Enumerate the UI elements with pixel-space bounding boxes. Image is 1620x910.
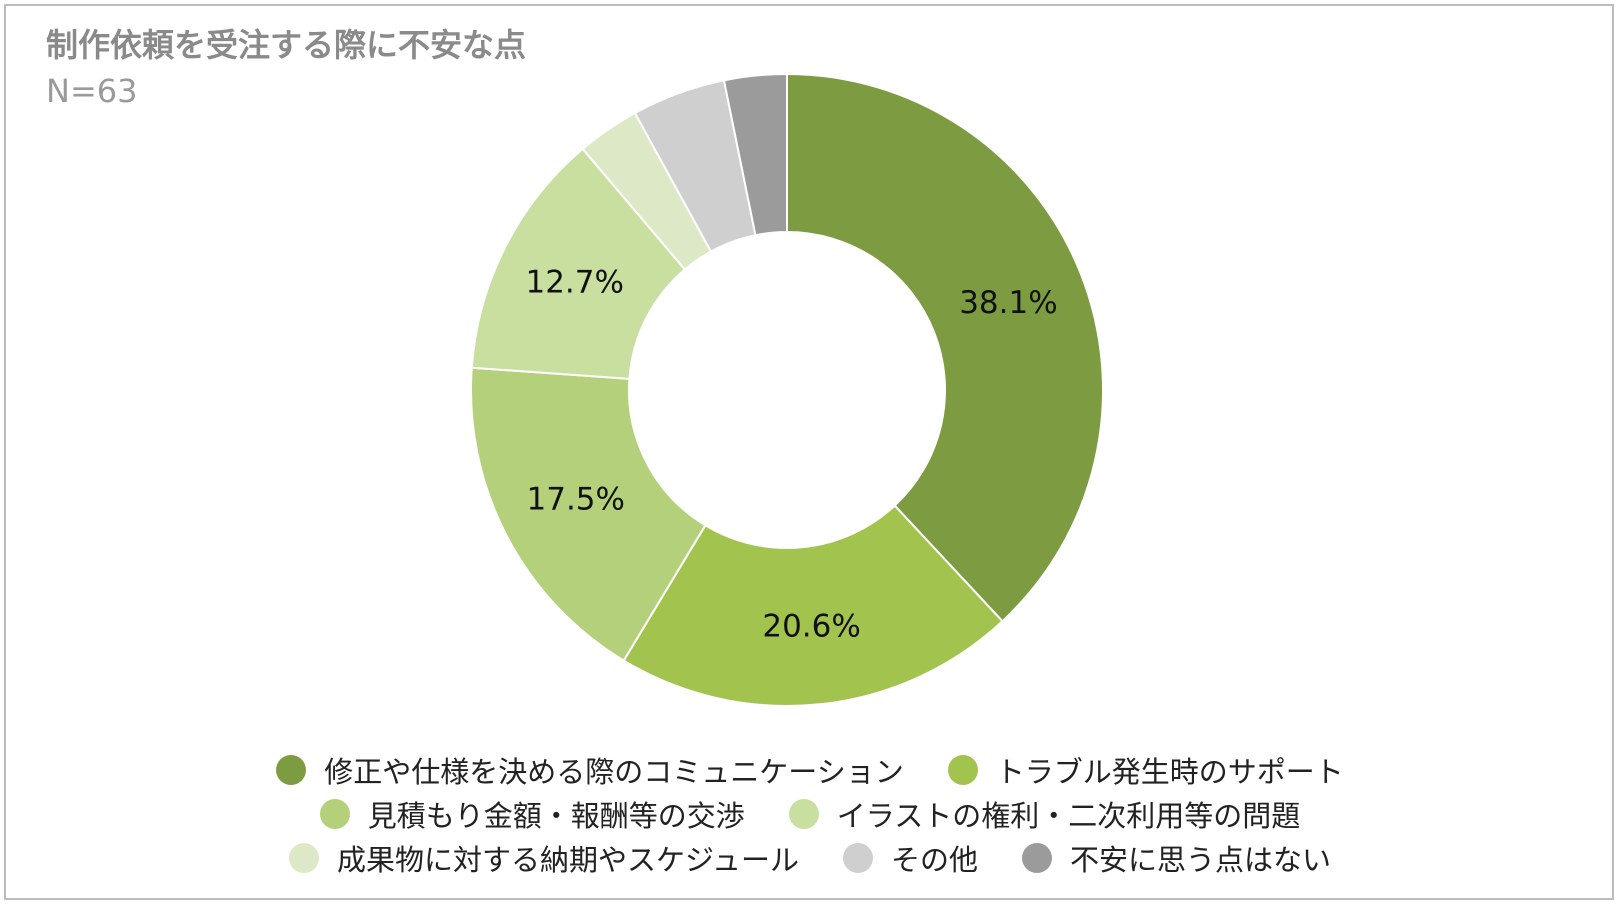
donut-slice (786, 72, 1104, 623)
legend-label: イラストの権利・二次利用等の問題 (836, 799, 1301, 833)
legend-label: 見積もり金額・報酬等の交渉 (367, 799, 745, 833)
legend-swatch (947, 755, 978, 785)
legend-label: 不安に思う点はない (1069, 843, 1331, 877)
slice-value-label: 17.5% (527, 482, 625, 518)
legend-swatch (788, 799, 819, 829)
sample-size-label: N=63 (46, 72, 138, 110)
donut-slice (722, 72, 788, 237)
slice-value-label: 38.1% (959, 285, 1057, 321)
slice-value-label: 12.7% (525, 264, 623, 300)
legend-item: 成果物に対する納期やスケジュール (288, 837, 799, 879)
legend-label: トラブル発生時のサポート (995, 755, 1344, 789)
legend-swatch (842, 843, 873, 873)
legend-swatch (1021, 843, 1052, 873)
donut-slice (622, 504, 1004, 707)
donut-slice (470, 147, 687, 380)
slice-value-label: 20.6% (762, 609, 860, 645)
legend-row: 見積もり金額・報酬等の交渉 イラストの権利・二次利用等の問題 (0, 792, 1620, 836)
legend-item: 不安に思う点はない (1021, 837, 1331, 879)
legend-item: トラブル発生時のサポート (947, 749, 1344, 791)
legend-row: 成果物に対する納期やスケジュール その他 不安に思う点はない (0, 836, 1620, 880)
legend-item: イラストの権利・二次利用等の問題 (788, 793, 1301, 835)
donut-slice (470, 366, 707, 662)
legend-label: その他 (890, 843, 978, 877)
legend-swatch (288, 843, 319, 873)
legend-label: 成果物に対する納期やスケジュール (336, 843, 799, 877)
legend-item: 修正や仕様を決める際のコミュニケーション (276, 749, 904, 791)
legend-row: 修正や仕様を決める際のコミュニケーション トラブル発生時のサポート (0, 748, 1620, 792)
legend-item: 見積もり金額・報酬等の交渉 (319, 793, 745, 835)
legend-swatch (319, 799, 350, 829)
legend-swatch (276, 755, 307, 785)
legend-item: その他 (842, 837, 978, 879)
legend-label: 修正や仕様を決める際のコミュニケーション (324, 755, 904, 789)
chart-legend: 修正や仕様を決める際のコミュニケーション トラブル発生時のサポート 見積もり金額… (0, 748, 1620, 880)
chart-title: 制作依頼を受注する際に不安な点 (46, 26, 527, 64)
